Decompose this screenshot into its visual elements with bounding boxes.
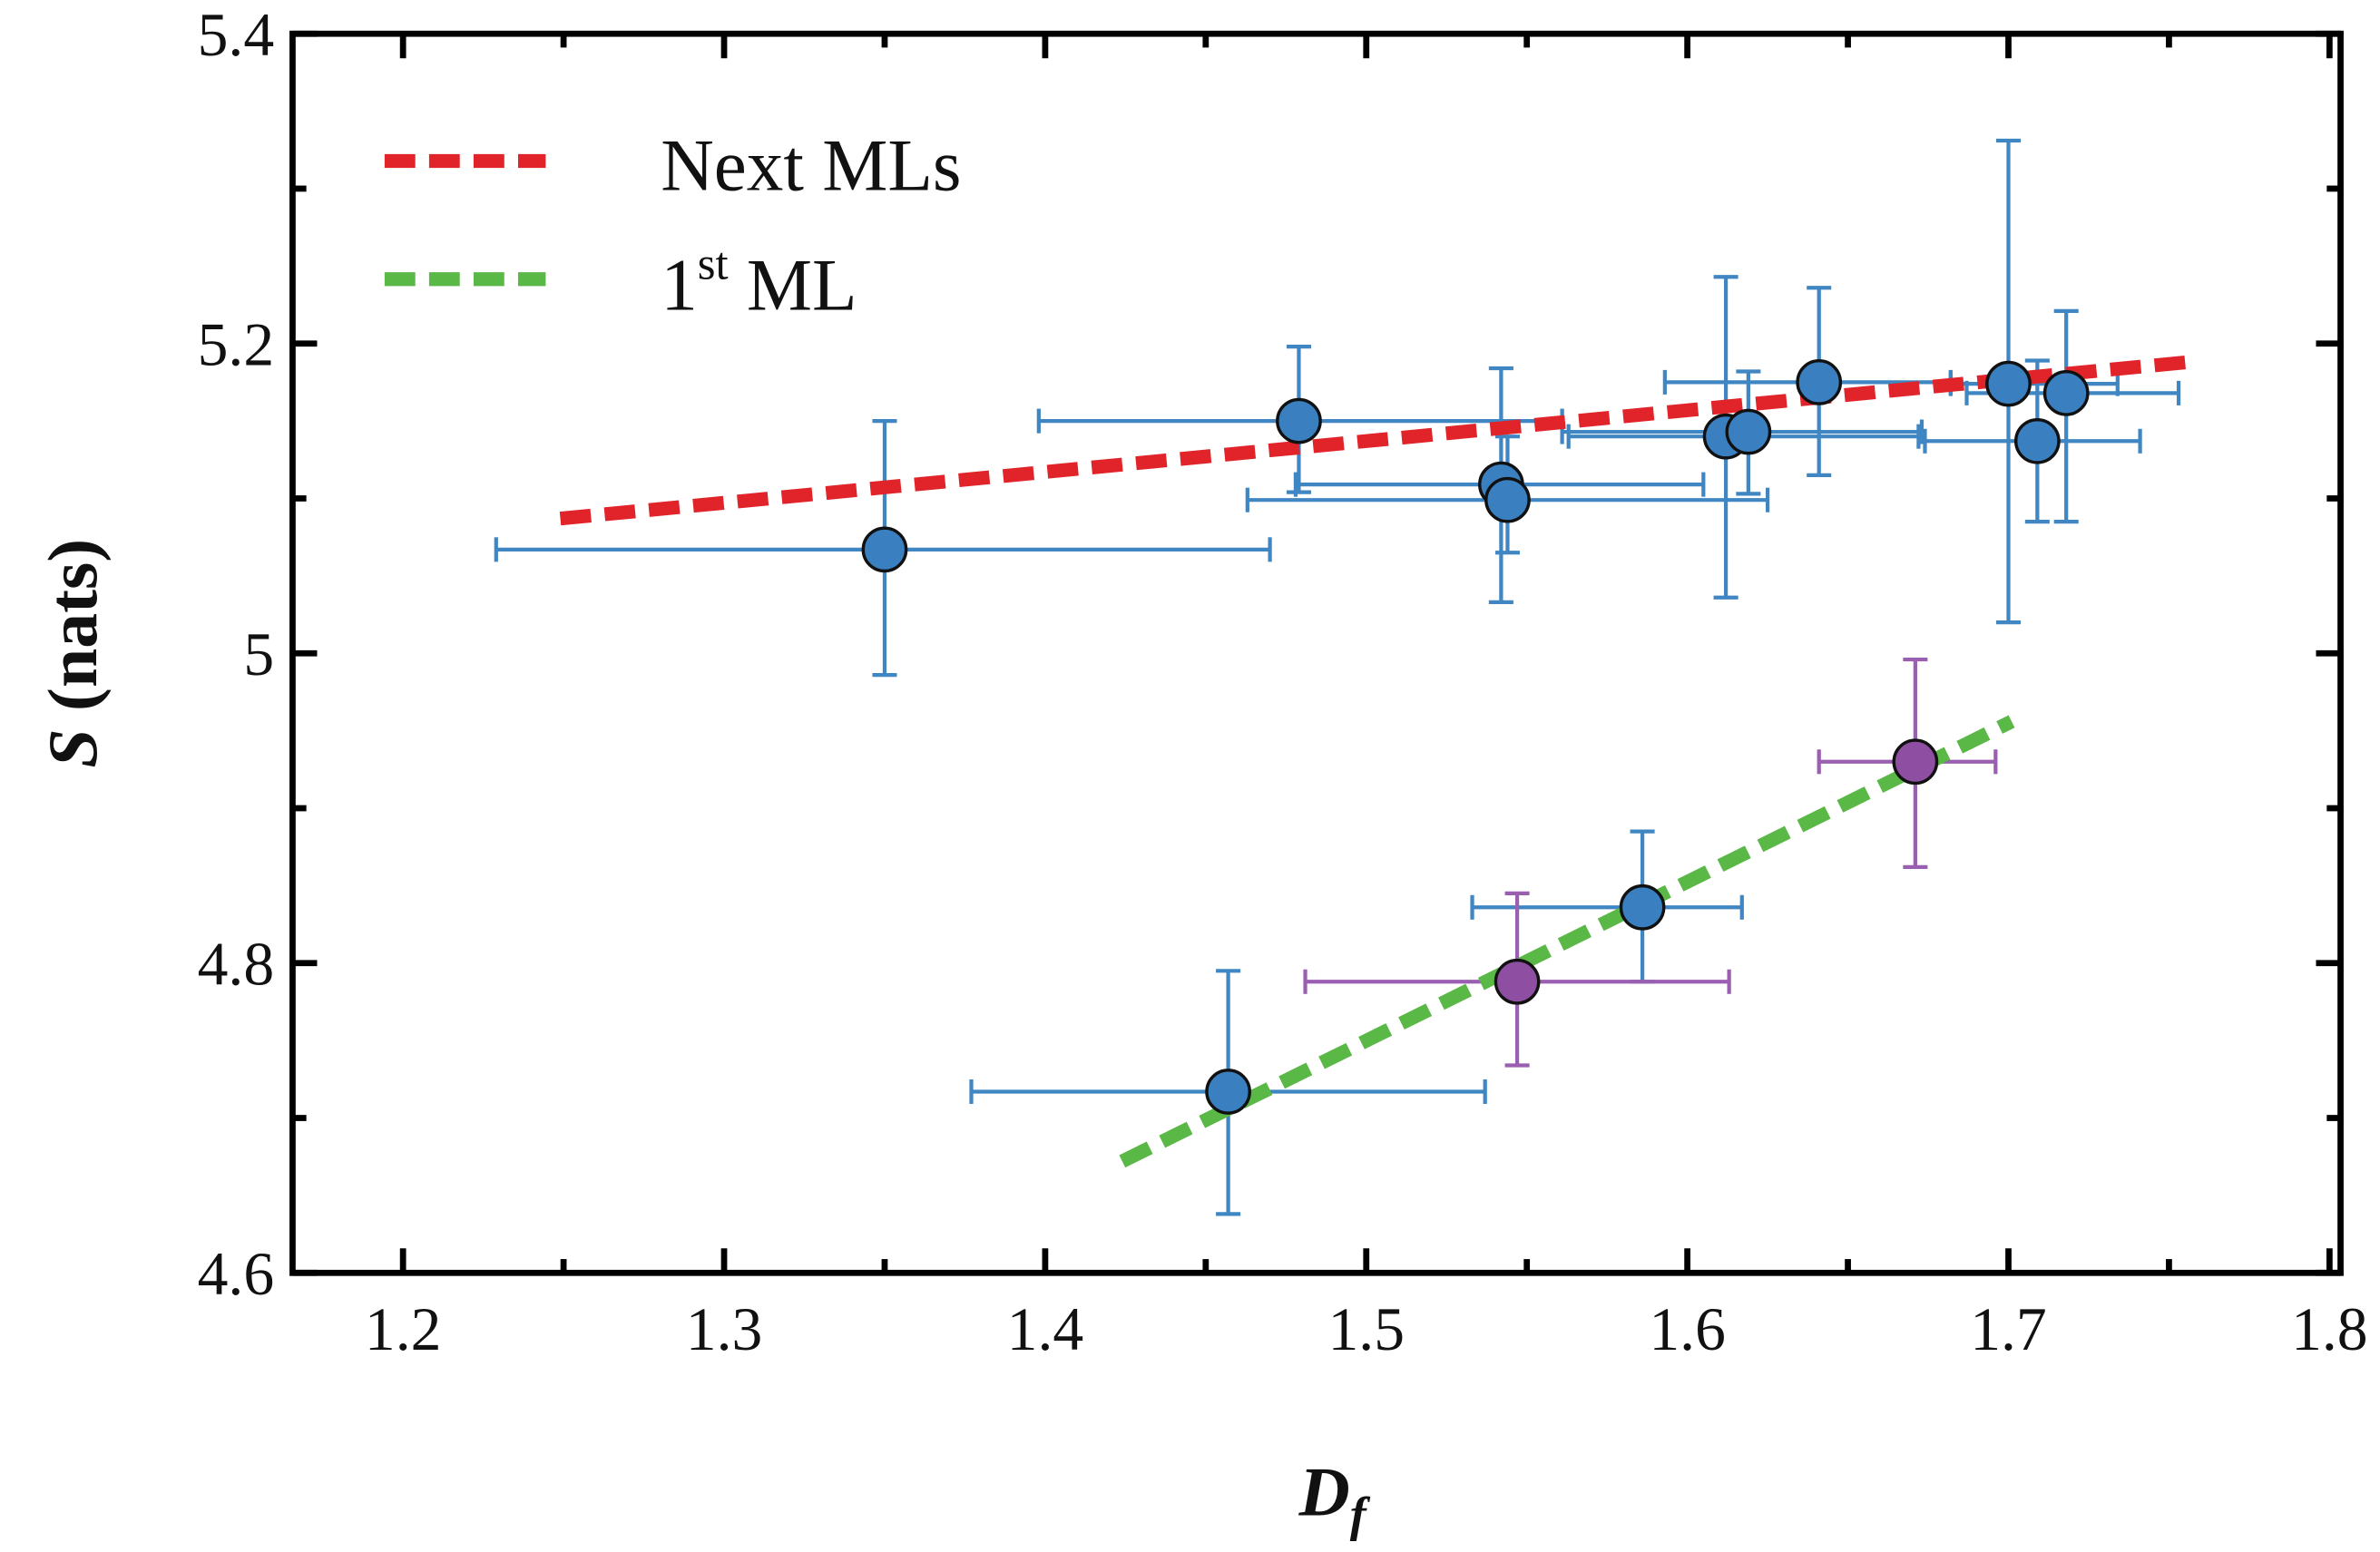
x-tick-label: 1.2 (365, 1295, 442, 1363)
data-point-blue (2013, 417, 2061, 464)
data-point-purple (1494, 958, 1541, 1005)
plot-frame (289, 30, 2344, 1276)
data-point-blue (2042, 370, 2090, 416)
x-tick-label: 1.3 (686, 1295, 763, 1363)
y-tick-label: 4.6 (198, 1240, 275, 1308)
error-bar (1964, 308, 2181, 524)
x-tick-label: 1.6 (1649, 1295, 1726, 1363)
x-tick-label: 1.7 (1970, 1295, 2047, 1363)
data-point-blue (1796, 359, 1843, 405)
data-point-blue (1619, 883, 1666, 931)
axis-ticks: 1.2 1.3 1.4 1.5 1.6 1.7 1.8 4.6 4.8 5 5.2 5.4 (198, 1, 2368, 1363)
fit-line (559, 355, 2189, 526)
x-axis-title: Df (1298, 1452, 1371, 1541)
data-point-blue (1276, 397, 1322, 444)
x-tick-label: 1.4 (1007, 1295, 1084, 1363)
x-tick-label: 1.8 (2291, 1295, 2368, 1363)
data-point-blue (1725, 408, 1772, 455)
legend: Next MLs 1st ML (384, 125, 962, 327)
data-point-blue (1205, 1069, 1251, 1115)
chart-marks (494, 138, 2189, 1216)
x-tick-label: 1.5 (1328, 1295, 1405, 1363)
y-axis-title: S (nats) (34, 539, 112, 768)
data-point-blue (1985, 360, 2032, 407)
fit-line (1119, 715, 2015, 1168)
y-tick-label: 5.4 (198, 1, 275, 69)
y-tick-label: 5 (243, 620, 274, 688)
data-point-blue (861, 526, 908, 573)
legend-label-first-ml: 1st ML (661, 239, 857, 327)
y-tick-label: 4.8 (198, 930, 275, 998)
legend-label-next-mls: Next MLs (661, 125, 961, 207)
data-point-purple (1892, 738, 1939, 786)
y-tick-label: 5.2 (198, 310, 275, 378)
data-point-blue (1484, 476, 1531, 523)
